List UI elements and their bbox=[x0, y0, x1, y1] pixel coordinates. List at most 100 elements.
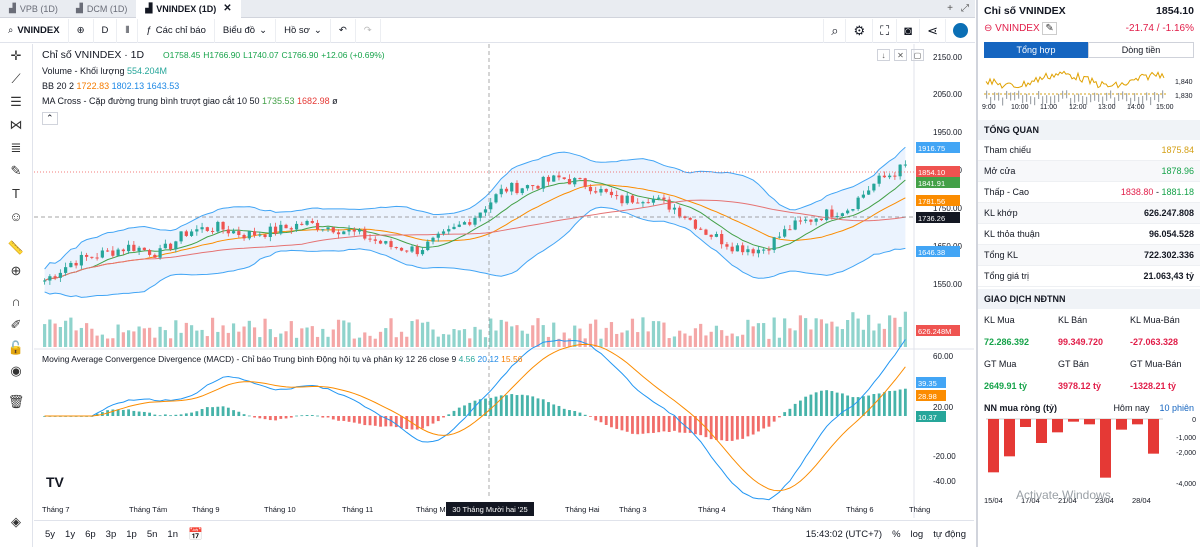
legend-ohlc-l: L1740.07 bbox=[243, 50, 279, 60]
settings-button[interactable]: ⚙ bbox=[845, 18, 872, 43]
macd-histogram-bar bbox=[478, 399, 482, 416]
collapse-legend-button[interactable]: ⌃ bbox=[42, 112, 58, 125]
volume-bar bbox=[116, 324, 120, 347]
snapshot-button[interactable]: ◙ bbox=[896, 18, 919, 43]
row-label: KL thỏa thuận bbox=[984, 229, 1040, 239]
macd-badge-label: 10.37 bbox=[918, 413, 937, 422]
crosshair-icon[interactable]: ✛ bbox=[10, 47, 22, 63]
candle-body bbox=[179, 231, 183, 242]
tab-dcm[interactable]: ▟ DCM (1D) bbox=[67, 0, 136, 18]
text-icon[interactable]: T bbox=[12, 186, 20, 201]
range-1d[interactable]: 1n bbox=[167, 528, 178, 540]
row-value-high: 1881.18 bbox=[1161, 187, 1194, 197]
interval-button[interactable]: D bbox=[94, 18, 118, 43]
volume-bar bbox=[48, 319, 52, 347]
quick-search-button[interactable]: ⌕ bbox=[823, 18, 845, 43]
nn-today-tab[interactable]: Hôm nay bbox=[1113, 403, 1150, 413]
range-6m[interactable]: 6p bbox=[85, 528, 96, 540]
price-badge-label: 1646.38 bbox=[918, 248, 945, 257]
legend-volume-value: 554.204M bbox=[126, 66, 168, 76]
edit-icon[interactable]: ✎ bbox=[1042, 22, 1057, 35]
range-1y[interactable]: 1y bbox=[65, 528, 76, 540]
layers-icon[interactable]: ◈ bbox=[11, 513, 21, 529]
share-button[interactable]: ⋖ bbox=[919, 18, 945, 43]
close-icon[interactable]: ✕ bbox=[223, 3, 232, 14]
candle-body bbox=[457, 224, 461, 227]
panel-subheader: ⊖ VNINDEX ✎ -21.74 / -1.16% bbox=[978, 17, 1200, 35]
candle-body bbox=[95, 257, 99, 259]
tab-money-flow[interactable]: Dòng tiền bbox=[1088, 42, 1194, 58]
calendar-icon[interactable]: 📅 bbox=[187, 527, 203, 541]
auto-toggle[interactable]: tự động bbox=[933, 528, 966, 540]
candle-body bbox=[378, 240, 383, 244]
chart-type-dropdown[interactable]: Biểu đồ ⌄ bbox=[215, 18, 277, 43]
volume-bar bbox=[588, 323, 593, 347]
candle-body bbox=[331, 227, 335, 233]
candle-body bbox=[216, 221, 220, 232]
range-5d[interactable]: 5n bbox=[146, 528, 158, 540]
candle-body bbox=[85, 254, 89, 257]
volume-bar bbox=[43, 324, 47, 347]
trash-icon[interactable]: 🗑 bbox=[7, 393, 25, 409]
close-pane-icon[interactable]: ✕ bbox=[894, 49, 907, 61]
fib-icon[interactable]: ≣ bbox=[10, 139, 22, 155]
candle-body bbox=[783, 229, 787, 237]
emoji-icon[interactable]: ☺ bbox=[9, 209, 23, 224]
expand-icon[interactable]: ⤢ bbox=[961, 3, 969, 14]
top-toolbar: ⌕ VNINDEX ⊕ D ⫴ ƒ Các chỉ báo Biểu đồ ⌄ Hồ … bbox=[0, 18, 975, 43]
symbol-chip[interactable]: ⊖ VNINDEX ✎ bbox=[984, 22, 1057, 35]
bars-style-button[interactable]: ⫴ bbox=[117, 18, 139, 43]
magnet-icon[interactable]: ∩ bbox=[11, 294, 21, 309]
redo-button[interactable]: ↷ bbox=[356, 18, 381, 43]
macd-histogram-bar bbox=[358, 416, 361, 424]
intraday-volume-bar bbox=[1086, 96, 1088, 105]
arrow-down-icon[interactable]: ↓ bbox=[877, 49, 890, 61]
candle-body bbox=[210, 230, 215, 232]
indicators-button[interactable]: ƒ Các chỉ báo bbox=[138, 18, 215, 43]
intraday-volume-bar bbox=[1090, 94, 1092, 103]
maximize-pane-icon[interactable]: ▢ bbox=[911, 49, 924, 61]
macd-histogram-bar bbox=[274, 416, 277, 421]
brush-icon[interactable]: ✎ bbox=[10, 162, 22, 178]
macd-histogram-bar bbox=[337, 416, 340, 421]
profile-dropdown[interactable]: Hồ sơ ⌄ bbox=[276, 18, 331, 43]
volume-bar bbox=[352, 338, 356, 347]
candle-body bbox=[872, 183, 876, 191]
macd-histogram-bar bbox=[405, 416, 409, 430]
candle-body bbox=[336, 232, 341, 235]
candle-body bbox=[903, 164, 907, 166]
percent-toggle[interactable]: % bbox=[892, 528, 901, 540]
range-1m[interactable]: 1p bbox=[126, 528, 137, 540]
volume-bar bbox=[872, 330, 876, 347]
macd-histogram-bar bbox=[809, 394, 813, 416]
range-3m[interactable]: 3p bbox=[105, 528, 117, 540]
tab-summary[interactable]: Tổng hợp bbox=[984, 42, 1088, 58]
nn-bar bbox=[1052, 419, 1063, 433]
candle-body bbox=[242, 234, 246, 239]
log-toggle[interactable]: log bbox=[910, 528, 924, 540]
lock-drawing-icon[interactable]: ✐ bbox=[10, 316, 22, 332]
zoom-in-icon[interactable]: ⊕ bbox=[10, 262, 22, 278]
price-chart-canvas[interactable]: 2150.002050.001950.001850.001750.001650.… bbox=[34, 44, 974, 518]
add-tab-icon[interactable]: + bbox=[947, 3, 953, 14]
eye-icon[interactable]: ◉ bbox=[10, 362, 22, 378]
compare-button[interactable]: ⊕ bbox=[69, 18, 94, 43]
nn-sessions-tab[interactable]: 10 phiên bbox=[1159, 403, 1194, 413]
range-5y[interactable]: 5y bbox=[45, 528, 56, 540]
tab-vpb[interactable]: ▟ VPB (1D) bbox=[0, 0, 67, 18]
lock-icon[interactable]: 🔓 bbox=[7, 339, 25, 355]
bb-middle-line bbox=[44, 184, 906, 281]
volume-bar bbox=[594, 319, 598, 347]
chart-area[interactable]: 2150.002050.001950.001850.001750.001650.… bbox=[34, 44, 974, 518]
legend-ma-v3: ø bbox=[332, 96, 338, 106]
volume-bar bbox=[573, 325, 577, 347]
pitchfork-icon[interactable]: ⋈ bbox=[9, 116, 23, 132]
tab-vnindex[interactable]: ▟ VNINDEX (1D) ✕ bbox=[136, 0, 241, 18]
symbol-search[interactable]: ⌕ VNINDEX bbox=[0, 18, 69, 43]
price-axis-label: 1950.00 bbox=[933, 128, 962, 137]
undo-button[interactable]: ↶ bbox=[331, 18, 356, 43]
horizontal-lines-icon[interactable]: ☰ bbox=[10, 93, 22, 109]
fullscreen-button[interactable]: ⛶ bbox=[872, 18, 896, 43]
trend-line-icon[interactable]: ⟋ bbox=[11, 70, 21, 86]
ruler-icon[interactable]: 📏 bbox=[7, 239, 25, 255]
